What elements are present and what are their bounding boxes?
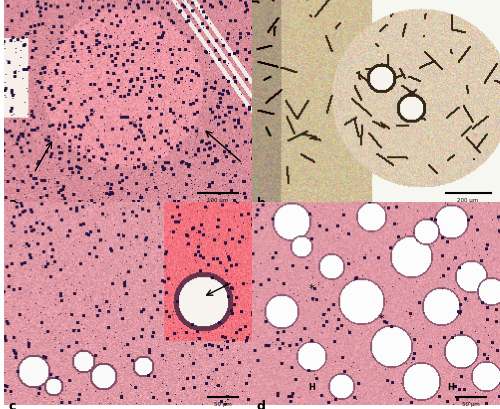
Text: H: H: [448, 383, 454, 392]
Text: 100 μm: 100 μm: [207, 198, 229, 203]
Text: H: H: [308, 383, 315, 392]
Text: 200 μm: 200 μm: [457, 198, 478, 203]
Text: *: *: [378, 314, 384, 324]
Text: d: d: [257, 400, 266, 409]
Text: 50 μm: 50 μm: [462, 402, 479, 407]
Text: b: b: [257, 197, 266, 210]
Text: 50 μm: 50 μm: [214, 402, 232, 407]
Text: a: a: [9, 197, 18, 210]
Text: *: *: [309, 284, 314, 294]
Text: c: c: [9, 400, 16, 409]
